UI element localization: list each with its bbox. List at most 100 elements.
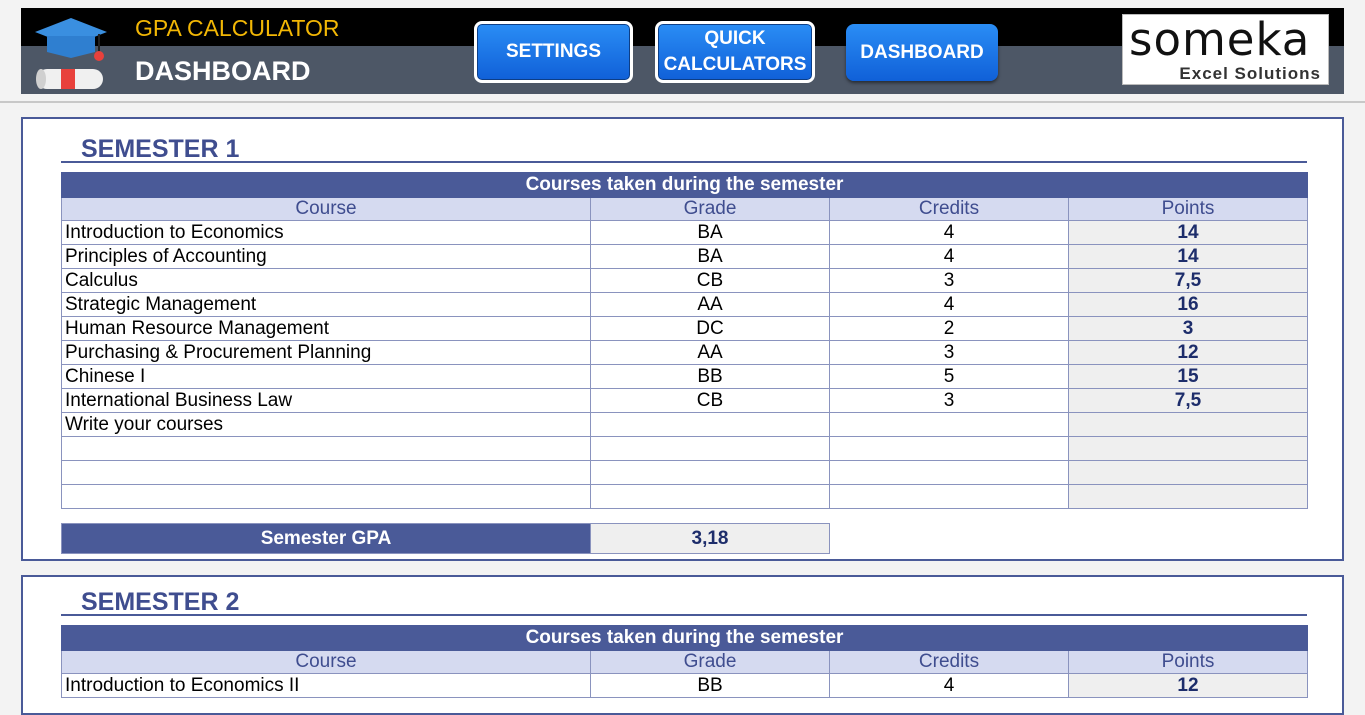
points-cell: 16	[1068, 292, 1308, 317]
quick-calculators-button[interactable]: QUICK CALCULATORS	[655, 21, 815, 83]
semester-2-rule	[61, 614, 1307, 616]
grade-cell[interactable]	[590, 436, 830, 461]
table-row: Chinese I BB 5 15	[61, 364, 1308, 389]
points-cell: 14	[1068, 220, 1308, 245]
grade-cell[interactable]: BA	[590, 220, 830, 245]
table-row: Introduction to Economics BA 4 14	[61, 220, 1308, 245]
column-header-course: Course	[61, 650, 591, 674]
points-cell: 7,5	[1068, 268, 1308, 293]
points-cell: 12	[1068, 673, 1308, 698]
credits-cell[interactable]	[829, 484, 1069, 509]
credits-cell[interactable]: 3	[829, 340, 1069, 365]
table-row	[61, 436, 1308, 461]
grade-cell[interactable]: AA	[590, 292, 830, 317]
course-cell[interactable]: Purchasing & Procurement Planning	[61, 340, 591, 365]
credits-cell[interactable]: 3	[829, 388, 1069, 413]
table-row: Principles of Accounting BA 4 14	[61, 244, 1308, 269]
points-cell: 12	[1068, 340, 1308, 365]
points-cell: 15	[1068, 364, 1308, 389]
course-cell[interactable]: Chinese I	[61, 364, 591, 389]
semester-gpa-value[interactable]: 3,18	[590, 523, 830, 554]
semester-2-title: SEMESTER 2	[81, 588, 240, 616]
course-cell[interactable]: Introduction to Economics	[61, 220, 591, 245]
grade-cell[interactable]: CB	[590, 388, 830, 413]
grade-cell[interactable]: DC	[590, 316, 830, 341]
credits-cell[interactable]: 3	[829, 268, 1069, 293]
column-header-points: Points	[1068, 197, 1308, 221]
app-title: GPA CALCULATOR	[135, 15, 340, 41]
dashboard-button-label: DASHBOARD	[860, 41, 984, 63]
semester-1-panel: SEMESTER 1 Courses taken during the seme…	[21, 117, 1344, 561]
course-cell[interactable]: Introduction to Economics II	[61, 673, 591, 698]
course-cell[interactable]: Strategic Management	[61, 292, 591, 317]
table-row: Calculus CB 3 7,5	[61, 268, 1308, 293]
graduation-cap-icon	[35, 18, 107, 89]
dashboard-button[interactable]: DASHBOARD	[846, 24, 998, 81]
points-cell	[1068, 412, 1308, 437]
table-row: Human Resource Management DC 2 3	[61, 316, 1308, 341]
column-header-credits: Credits	[829, 650, 1069, 674]
app-header: GPA CALCULATOR DASHBOARD SETTINGS QUICK …	[21, 8, 1344, 94]
settings-button[interactable]: SETTINGS	[474, 21, 633, 83]
course-cell[interactable]: International Business Law	[61, 388, 591, 413]
grade-cell[interactable]	[590, 484, 830, 509]
points-cell	[1068, 436, 1308, 461]
semester-1-rule	[61, 161, 1307, 163]
column-header-grade: Grade	[590, 197, 830, 221]
credits-cell[interactable]	[829, 436, 1069, 461]
course-cell[interactable]: Write your courses	[61, 412, 591, 437]
table-row: Strategic Management AA 4 16	[61, 292, 1308, 317]
column-header-grade: Grade	[590, 650, 830, 674]
points-cell	[1068, 460, 1308, 485]
course-cell[interactable]: Calculus	[61, 268, 591, 293]
course-cell[interactable]: Principles of Accounting	[61, 244, 591, 269]
header-divider	[0, 101, 1365, 103]
column-header-course: Course	[61, 197, 591, 221]
grade-cell[interactable]: BA	[590, 244, 830, 269]
grade-cell[interactable]: BB	[590, 364, 830, 389]
table-row: International Business Law CB 3 7,5	[61, 388, 1308, 413]
course-cell[interactable]	[61, 460, 591, 485]
course-cell[interactable]	[61, 436, 591, 461]
credits-cell[interactable]: 4	[829, 244, 1069, 269]
someka-logo[interactable]: someka Excel Solutions	[1122, 13, 1329, 85]
grade-cell[interactable]: CB	[590, 268, 830, 293]
points-cell: 3	[1068, 316, 1308, 341]
course-cell[interactable]: Human Resource Management	[61, 316, 591, 341]
semester-1-courses-table: Courses taken during the semester Course G…	[61, 172, 1308, 509]
table-row: Purchasing & Procurement Planning AA 3 12	[61, 340, 1308, 365]
quick-calculators-label-line1: QUICK	[704, 28, 766, 49]
grade-cell[interactable]	[590, 460, 830, 485]
table-row: Write your courses	[61, 412, 1308, 437]
semester-gpa-label: Semester GPA	[61, 523, 591, 554]
credits-cell[interactable]	[829, 460, 1069, 485]
column-header-credits: Credits	[829, 197, 1069, 221]
table-row	[61, 460, 1308, 485]
credits-cell[interactable]: 4	[829, 220, 1069, 245]
credits-cell[interactable]	[829, 412, 1069, 437]
credits-cell[interactable]: 4	[829, 292, 1069, 317]
course-cell[interactable]	[61, 484, 591, 509]
grade-cell[interactable]: BB	[590, 673, 830, 698]
table-row: Introduction to Economics II BB 4 12	[61, 673, 1308, 698]
column-header-points: Points	[1068, 650, 1308, 674]
table-row	[61, 484, 1308, 509]
points-cell: 7,5	[1068, 388, 1308, 413]
table-caption: Courses taken during the semester	[61, 172, 1308, 198]
credits-cell[interactable]: 4	[829, 673, 1069, 698]
credits-cell[interactable]: 2	[829, 316, 1069, 341]
points-cell	[1068, 484, 1308, 509]
quick-calculators-label-line2: CALCULATORS	[663, 54, 807, 75]
brand-name: someka	[1129, 13, 1311, 66]
points-cell: 14	[1068, 244, 1308, 269]
semester-2-panel: SEMESTER 2 Courses taken during the seme…	[21, 575, 1344, 715]
semester-2-courses-table: Courses taken during the semester Course G…	[61, 625, 1308, 698]
page-title: DASHBOARD	[135, 56, 311, 86]
grade-cell[interactable]	[590, 412, 830, 437]
brand-subtitle: Excel Solutions	[1179, 64, 1321, 83]
table-caption: Courses taken during the semester	[61, 625, 1308, 651]
semester-1-title: SEMESTER 1	[81, 135, 240, 163]
grade-cell[interactable]: AA	[590, 340, 830, 365]
settings-button-label: SETTINGS	[505, 41, 601, 62]
credits-cell[interactable]: 5	[829, 364, 1069, 389]
